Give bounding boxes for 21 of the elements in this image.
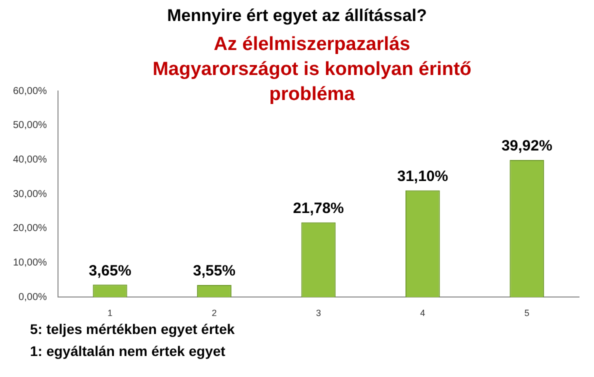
x-tick-label: 4: [420, 308, 426, 318]
text: 5: teljes mértékben egyet értek: [30, 320, 235, 339]
chart-title: Mennyire ért egyet az állítással?: [166, 6, 428, 26]
data-label: 21,78%: [293, 200, 344, 217]
y-tick-label: 40,00%: [12, 154, 48, 166]
y-tick-label: 50,00%: [12, 120, 48, 132]
y-tick-label: 30,00%: [12, 188, 48, 200]
data-label: 39,92%: [501, 138, 552, 155]
x-tick-label: 1: [108, 308, 113, 318]
y-tick-label: 60,00%: [12, 86, 48, 97]
y-tick-label: 20,00%: [12, 223, 48, 234]
y-tick-label: 0,00%: [18, 292, 48, 303]
y-tick-label: 10,00%: [12, 258, 48, 269]
text: 1: egyáltalán nem értek egyet: [30, 342, 226, 361]
data-label: 3,65%: [88, 262, 132, 280]
chart-subtitle: Az élelmiszerpazarlás Magyarországot is komolyan érintő probléma: [152, 33, 472, 107]
x-tick-label: 5: [524, 308, 530, 318]
x-tick-label: 3: [316, 308, 321, 318]
x-tick-label: 2: [212, 308, 217, 318]
data-label: 3,55%: [192, 262, 236, 280]
data-label: 31,10%: [397, 168, 448, 185]
